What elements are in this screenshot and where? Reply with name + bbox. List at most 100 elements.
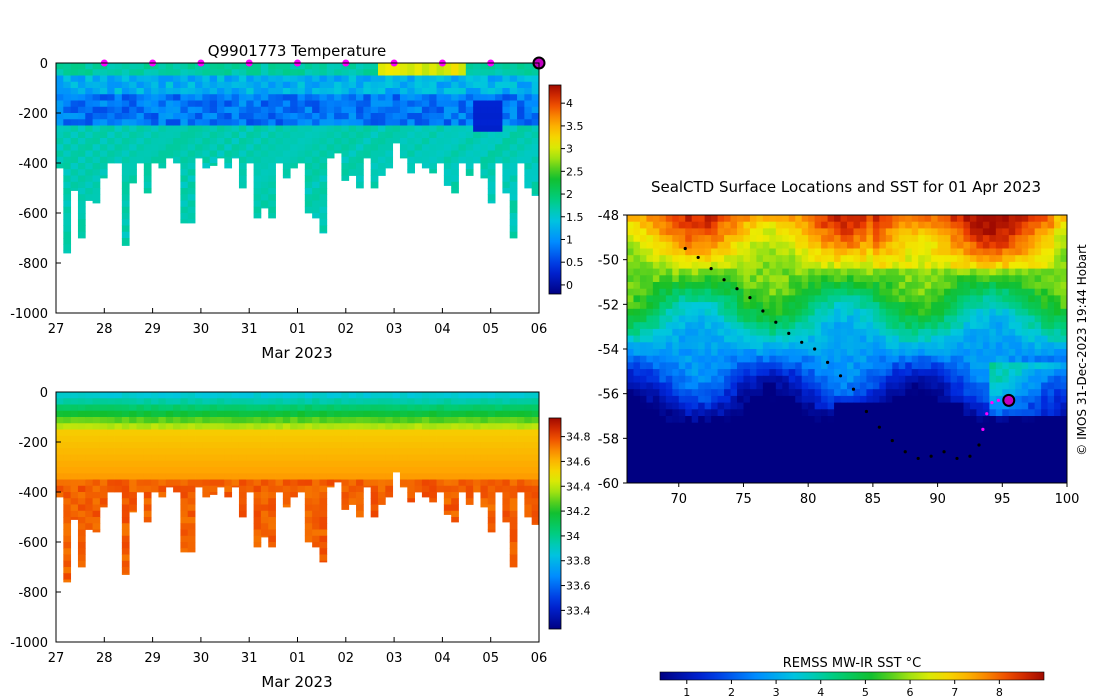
salinity-cell [187,504,196,512]
sst-cell [1034,335,1042,343]
temperature-cell [282,175,291,179]
sst-cell [872,241,880,249]
salinity-cell [421,448,430,455]
salinity-cell [290,398,298,405]
sst-cell [885,402,893,410]
sst-cell [969,282,977,290]
sst-cell [717,375,725,383]
salinity-cell [502,517,511,523]
sst-cell [737,395,744,404]
sst-cell [665,416,673,424]
salinity-cell [385,479,394,487]
sst-cell [872,302,880,310]
sst-cell [1060,382,1067,390]
sst-cell [976,375,984,383]
sst-cell [788,228,796,236]
temperature-cell [121,188,130,195]
sst-cell [639,429,647,437]
colorbar-tick-label: 33.6 [566,580,591,593]
salinity-cell [246,417,254,424]
salinity-cell [121,479,130,487]
salinity-cell [524,498,533,505]
temperature-cell [114,156,123,164]
sst-cell [652,261,660,270]
salinity-cell [443,442,452,449]
sst-cell [892,375,900,383]
temperature-cell [63,244,72,251]
salinity-cell [480,460,489,468]
temperature-cell [356,75,364,83]
salinity-cell [253,410,262,418]
salinity-cell [304,460,313,468]
temperature-cell [429,119,437,126]
salinity-cell [209,467,218,474]
sst-cell [866,261,874,270]
sst-cell [853,282,861,290]
salinity-cell [356,504,364,512]
salinity-cell [473,460,481,468]
temperature-cell [275,156,284,164]
temperature-cell [487,131,496,139]
sst-cell [963,308,971,316]
salinity-cell [326,442,335,449]
sst-cell [685,355,693,363]
temperature-cell [158,131,167,139]
temperature-cell [385,100,394,108]
sst-cell [859,349,867,357]
sst-cell [801,261,809,270]
sst-cell [982,382,990,390]
sst-cell [957,308,964,316]
temperature-cell [509,100,518,108]
sst-cell [879,402,887,410]
temperature-cell [443,63,452,70]
sst-cell [918,228,926,236]
temperature-cell [370,125,379,133]
temperature-cell [312,81,320,89]
temperature-cell [129,175,137,183]
temperature-cell [399,106,408,114]
temperature-cell [180,150,189,158]
temperature-cell [224,163,233,169]
sst-cell [1021,335,1029,343]
sst-cell [937,308,945,316]
sst-cell [1021,308,1029,316]
sst-cell [717,261,725,270]
salinity-cell [63,448,72,455]
sst-cell [969,268,977,276]
temperature-cell [136,94,145,101]
sst-cell [711,261,719,270]
salinity-cell [92,467,101,474]
sst-cell [782,349,790,357]
salinity-cell [341,479,350,487]
sst-cell [924,402,932,410]
sst-cell [782,282,790,290]
salinity-cell [70,417,79,424]
salinity-cell [99,473,108,480]
salinity-cell [275,460,284,468]
salinity-cell [158,435,167,443]
sst-cell [969,328,977,337]
salinity-cell [85,392,93,399]
salinity-cell [92,485,101,493]
salinity-cell [187,523,196,530]
sst-cell [1028,261,1036,270]
temperature-cell [231,113,240,120]
temperature-cell [195,69,203,76]
temperature-cell [407,138,415,145]
temperature-cell [509,131,518,139]
salinity-cell [421,473,430,480]
sst-cell [918,429,926,437]
salinity-cell [85,467,93,474]
sst-cell [840,235,848,243]
temperature-cell [85,94,93,101]
temperature-cell [282,63,291,70]
salinity-cell [487,448,496,455]
temperature-cell [392,125,401,133]
sst-cell [957,409,964,417]
temperature-cell [495,113,503,120]
salinity-cell [129,448,137,455]
temperature-cell [502,138,511,145]
sst-cell [627,416,634,424]
temperature-cell [495,75,503,83]
sst-cell [911,215,919,223]
